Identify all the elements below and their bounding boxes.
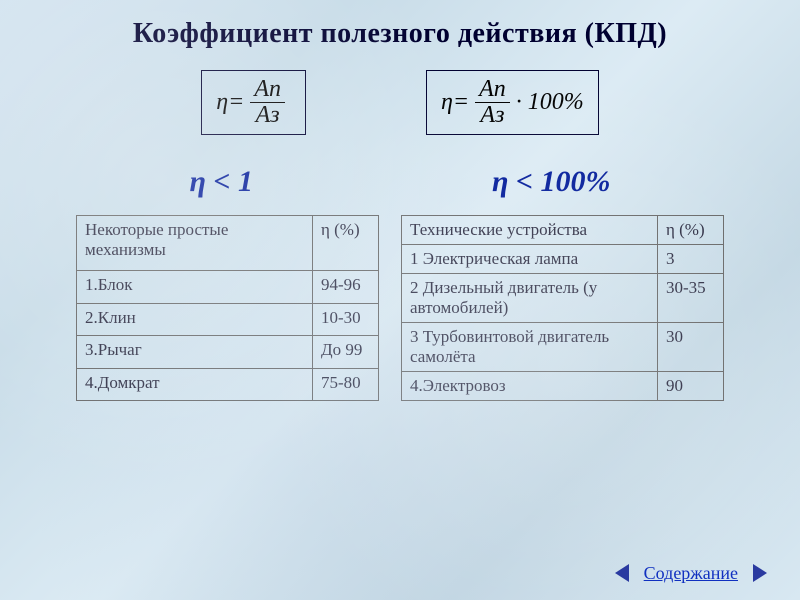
table-cell: 1 Электрическая лампа [402, 245, 658, 274]
formula-1-den: Aз [252, 103, 284, 128]
table-cell: 30 [658, 323, 724, 372]
table-row: 1.Блок 94-96 [77, 271, 379, 304]
table-row: 4.Домкрат 75-80 [77, 368, 379, 401]
inequality-1: η < 1 [189, 165, 253, 199]
table-cell: 2.Клин [77, 303, 313, 336]
table-cell: 4.Домкрат [77, 368, 313, 401]
triangle-left-icon [611, 561, 635, 585]
table-devices: Технические устройства η (%) 1 Электриче… [401, 215, 724, 401]
table-row: Некоторые простые механизмы η (%) [77, 216, 379, 271]
inequality-row: η < 1 η < 100% [70, 165, 730, 199]
formula-row: η = Aп Aз η = Aп Aз · 100% [0, 70, 800, 135]
table-cell: 10-30 [313, 303, 379, 336]
formula-2-num: Aп [475, 77, 510, 102]
table-cell: 75-80 [313, 368, 379, 401]
prev-button[interactable] [610, 560, 636, 586]
table-mechanisms: Некоторые простые механизмы η (%) 1.Блок… [76, 215, 379, 401]
table-cell: До 99 [313, 336, 379, 369]
table-row: Технические устройства η (%) [402, 216, 724, 245]
formula-2-fraction: Aп Aз [475, 77, 510, 128]
formula-1: η = Aп Aз [201, 70, 306, 135]
contents-link[interactable]: Содержание [644, 563, 738, 584]
table-header-cell: η (%) [658, 216, 724, 245]
formula-1-lhs: η [216, 89, 228, 116]
table-header-cell: Технические устройства [402, 216, 658, 245]
table-cell: 4.Электровоз [402, 372, 658, 401]
formula-2-suffix: · 100% [516, 89, 584, 116]
table-cell: 3.Рычаг [77, 336, 313, 369]
page-title: Коэффициент полезного действия (КПД) [0, 0, 800, 50]
formula-1-eq: = [228, 89, 244, 116]
table-header-cell: Некоторые простые механизмы [77, 216, 313, 271]
table-row: 2 Дизельный двигатель (у автомобилей) 30… [402, 274, 724, 323]
table-cell: 90 [658, 372, 724, 401]
table-row: 3.Рычаг До 99 [77, 336, 379, 369]
table-cell: 30-35 [658, 274, 724, 323]
table-cell: 94-96 [313, 271, 379, 304]
table-row: 1 Электрическая лампа 3 [402, 245, 724, 274]
formula-2: η = Aп Aз · 100% [426, 70, 599, 135]
formula-1-num: Aп [250, 77, 285, 102]
table-row: 3 Турбовинтовой двигатель самолёта 30 [402, 323, 724, 372]
table-row: 4.Электровоз 90 [402, 372, 724, 401]
footer-nav: Содержание [610, 560, 772, 586]
triangle-right-icon [747, 561, 771, 585]
table-cell: 2 Дизельный двигатель (у автомобилей) [402, 274, 658, 323]
inequality-2: η < 100% [492, 165, 611, 199]
next-button[interactable] [746, 560, 772, 586]
formula-1-fraction: Aп Aз [250, 77, 285, 128]
formula-2-den: Aз [476, 103, 508, 128]
table-cell: 3 [658, 245, 724, 274]
formula-2-eq: = [453, 89, 469, 116]
table-row: 2.Клин 10-30 [77, 303, 379, 336]
tables-row: Некоторые простые механизмы η (%) 1.Блок… [0, 215, 800, 401]
table-cell: 1.Блок [77, 271, 313, 304]
table-header-cell: η (%) [313, 216, 379, 271]
formula-2-lhs: η [441, 89, 453, 116]
table-cell: 3 Турбовинтовой двигатель самолёта [402, 323, 658, 372]
